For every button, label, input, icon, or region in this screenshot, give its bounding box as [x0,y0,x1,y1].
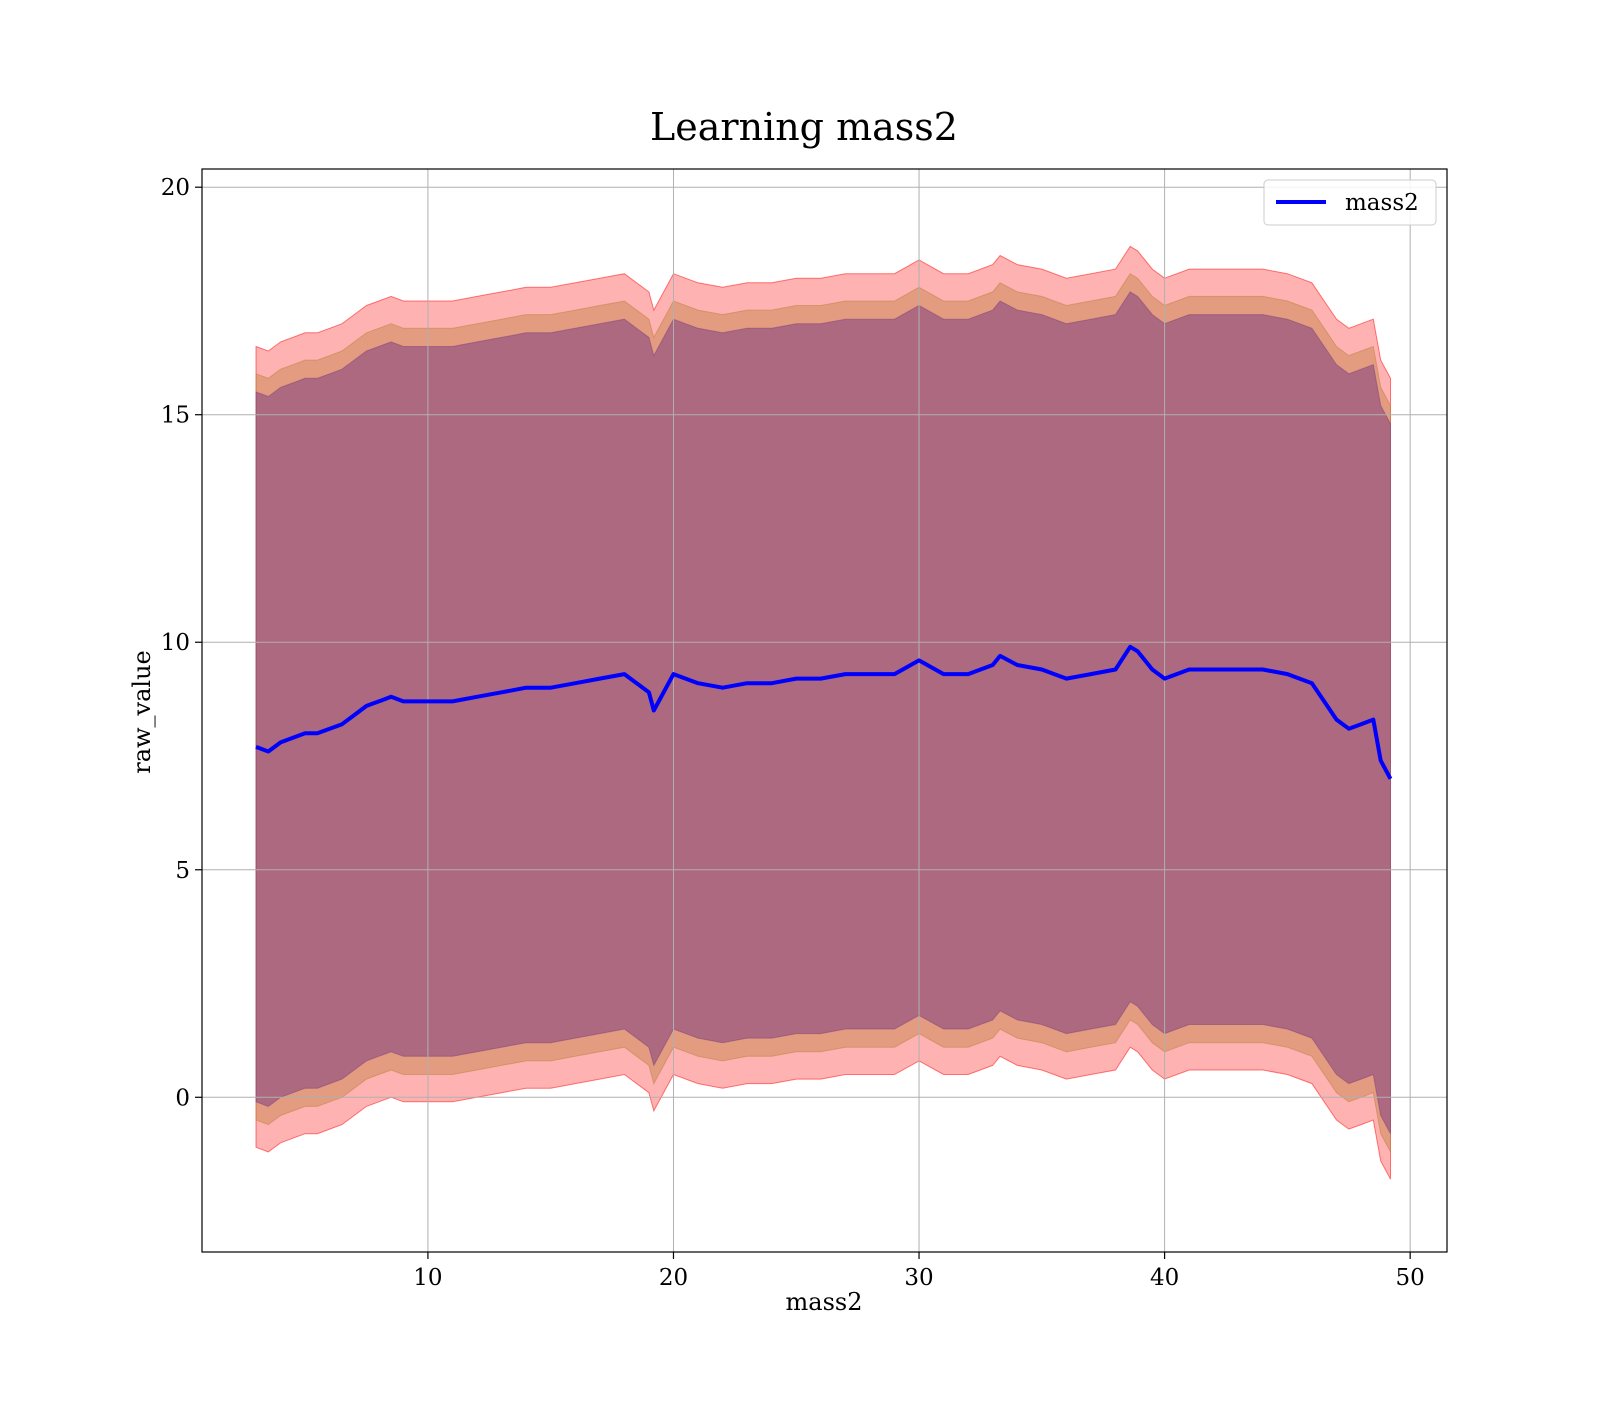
y-axis-label: raw_value [128,650,156,774]
chart-title: Learning mass2 [650,105,958,149]
x-tick-label: 10 [413,1265,442,1291]
series-line-mass2 [255,644,1393,780]
band-3 [255,291,1391,1134]
y-tick-label: 10 [161,630,190,656]
x-tick-label: 20 [659,1265,688,1291]
x-tick-label: 30 [904,1265,933,1291]
x-axis-ticks: 10 20 30 40 50 [413,1252,1425,1291]
y-tick-label: 5 [175,858,190,884]
plot-frame [201,168,1448,1253]
y-axis-ticks: 0 5 10 15 20 [161,175,202,1111]
y-tick-label: 0 [175,1085,190,1111]
confidence-bands [255,245,1391,1180]
series-lines [255,644,1393,780]
y-tick-label: 15 [161,403,190,429]
y-tick-label: 20 [161,175,190,201]
x-axis-label: mass2 [786,1288,863,1316]
legend-label: mass2 [1345,190,1419,216]
x-tick-label: 50 [1396,1265,1425,1291]
grid-lines [202,169,1447,1252]
legend-box [1263,179,1437,226]
legend: mass2 [1263,179,1437,226]
x-tick-label: 40 [1150,1265,1179,1291]
